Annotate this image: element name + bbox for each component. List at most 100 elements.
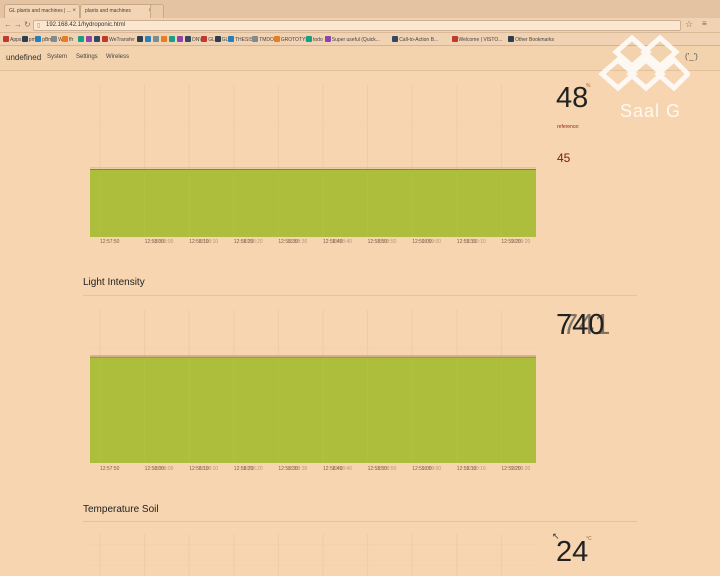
bookmark-item[interactable]: [78, 36, 85, 43]
bookmark-label: Call-to-Action B...: [399, 37, 439, 43]
bookmark-label: pBm: [42, 37, 53, 43]
nav-system[interactable]: System: [47, 54, 68, 60]
bookmark-item[interactable]: [94, 36, 101, 43]
bookmark-favicon-icon: [324, 36, 331, 42]
mouse-cursor-icon: ↖: [552, 531, 560, 541]
ghost-time-tick-label: 12:58:00: [154, 239, 174, 245]
bookmark-item[interactable]: Other Bookmarks: [508, 36, 554, 43]
bookmark-favicon-icon: [201, 36, 208, 42]
bookmark-item[interactable]: pm: [21, 36, 36, 43]
bookmark-item[interactable]: [177, 36, 184, 43]
bookmark-item[interactable]: WeTransfer: [102, 36, 135, 43]
bookmark-item[interactable]: [153, 36, 160, 43]
light-intensity-title: Light Intensity: [83, 277, 145, 288]
ghost-time-tick-label: 12:59:20: [510, 239, 531, 245]
bookmark-favicon-icon: [21, 36, 28, 42]
tab-plants-and-machines-1[interactable]: GL plants and machines | ... ×: [4, 4, 80, 18]
bookmark-label: THESIS: [235, 37, 254, 43]
time-tick-label: 12:58:50: [367, 239, 388, 245]
humidity-chart: [90, 85, 536, 237]
bookmark-favicon-icon: [306, 36, 312, 42]
menu-icon[interactable]: ≡: [702, 19, 707, 28]
bookmark-item[interactable]: [145, 36, 152, 43]
time-tick-label: 12:58:00: [144, 239, 165, 245]
time-tick-label: 12:58:40: [323, 466, 343, 472]
bookmark-label: pm: [28, 37, 36, 43]
tab-strip: GL plants and machines | ... × plants an…: [0, 0, 720, 18]
reload-icon[interactable]: ↻: [24, 20, 31, 29]
bookmark-item[interactable]: Super useful (Quick...: [324, 36, 380, 43]
bookmark-star-icon[interactable]: ☆: [685, 19, 694, 29]
time-tick-label: 12:58:40: [323, 239, 343, 245]
bookmark-item[interactable]: DNV: [185, 36, 203, 43]
temperature-soil-chart: [90, 534, 536, 576]
bookmark-item[interactable]: THESIS: [228, 36, 253, 43]
ghost-time-tick-label: 12:58:50: [377, 466, 397, 472]
bookmark-favicon-icon: [185, 36, 192, 42]
bookmark-item[interactable]: GL: [201, 36, 215, 43]
soil-temperature-reading: 24: [556, 536, 589, 568]
tab-plants-and-machines-2[interactable]: plants and machines ×: [80, 4, 156, 18]
tab-label: GL plants and machines | ...: [9, 8, 71, 14]
bookmark-favicon-icon: [451, 36, 458, 42]
time-tick-label: 12:59:20: [501, 466, 521, 472]
back-arrow-icon[interactable]: ←: [4, 20, 12, 29]
bookmark-favicon-icon: [214, 36, 221, 42]
time-tick-label: 12:58:30: [278, 466, 298, 472]
forward-arrow-icon[interactable]: →: [14, 20, 22, 29]
close-tab-icon[interactable]: ×: [72, 8, 76, 14]
page-icon: ▯: [37, 23, 41, 29]
ghost-time-tick-label: 12:59:00: [421, 239, 442, 245]
bookmark-favicon-icon: [86, 36, 93, 42]
bookmark-item[interactable]: todo: [306, 36, 323, 43]
url-field[interactable]: ▯ 192.168.42.1/hydroponic.html: [33, 20, 681, 31]
bookmark-favicon-icon: [3, 36, 9, 42]
bookmark-item[interactable]: [169, 36, 176, 43]
bookmark-favicon-icon: [177, 36, 184, 42]
bookmark-item[interactable]: GROTOTYPE: [273, 36, 312, 43]
nav-settings[interactable]: Settings: [76, 54, 98, 60]
bookmark-item[interactable]: [161, 36, 168, 43]
bookmark-favicon-icon: [228, 36, 234, 42]
time-tick-label: 12:59:00: [412, 466, 432, 472]
soil-temperature-unit: °C: [586, 536, 592, 542]
bookmark-item[interactable]: pBm: [35, 36, 52, 43]
bookmark-item[interactable]: Call-to-Action B...: [392, 36, 438, 43]
tab-label: plants and machines: [85, 8, 131, 14]
temperature-soil-title: Temperature Soil: [83, 504, 159, 515]
bookmark-item[interactable]: [137, 36, 144, 43]
bookmark-favicon-icon: [35, 36, 42, 42]
bookmark-item[interactable]: Apps: [3, 36, 21, 43]
new-tab-button[interactable]: [150, 4, 164, 18]
bookmark-favicon-icon: [62, 36, 68, 42]
bookmark-item[interactable]: [86, 36, 93, 43]
bookmark-favicon-icon: [137, 36, 144, 42]
ghost-time-tick-label: 12:58:10: [198, 239, 219, 245]
ghost-time-tick-label: 12:59:10: [466, 239, 486, 245]
bookmark-item[interactable]: W: [51, 36, 63, 43]
time-tick-label: 12:57:50: [100, 239, 120, 245]
ghost-time-tick-label: 12:58:20: [243, 466, 263, 472]
bookmark-label: W: [58, 37, 64, 43]
bookmark-favicon-icon: [153, 36, 160, 42]
bookmark-label: TMDOT: [259, 37, 277, 43]
ghost-time-tick-label: 12:58:50: [377, 239, 397, 245]
time-tick-label: 12:58:30: [278, 239, 298, 245]
nav-face-label[interactable]: ('_'): [685, 52, 698, 61]
nav-wireless[interactable]: Wireless: [106, 54, 130, 60]
time-tick-label: 12:59:00: [412, 239, 432, 245]
time-tick-label: 12:58:10: [189, 466, 209, 472]
bookmark-favicon-icon: [51, 36, 58, 42]
bookmark-item[interactable]: ffr: [62, 36, 73, 43]
bookmark-item[interactable]: Welcome | VISTO...: [451, 36, 502, 43]
ghost-time-tick-label: 12:58:30: [287, 239, 308, 245]
light-intensity-chart: [90, 310, 536, 463]
section-divider: [83, 521, 637, 522]
bookmark-label: ffr: [69, 37, 74, 43]
brand-label[interactable]: undefined: [6, 53, 42, 62]
bookmark-item[interactable]: GL: [214, 36, 228, 43]
ghost-time-tick-label: 12:58:00: [154, 466, 174, 472]
bookmark-item[interactable]: TMDOT: [252, 36, 277, 43]
ghost-time-tick-label: 12:58:10: [198, 466, 219, 472]
